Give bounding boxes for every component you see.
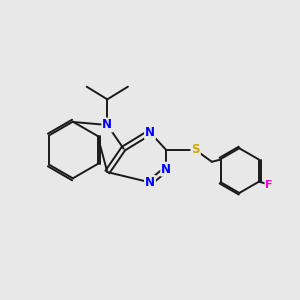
Text: N: N [145,176,155,189]
Text: N: N [161,163,171,176]
Text: N: N [145,126,155,139]
Text: N: N [102,118,112,131]
Text: F: F [266,180,273,190]
Text: S: S [191,143,200,157]
